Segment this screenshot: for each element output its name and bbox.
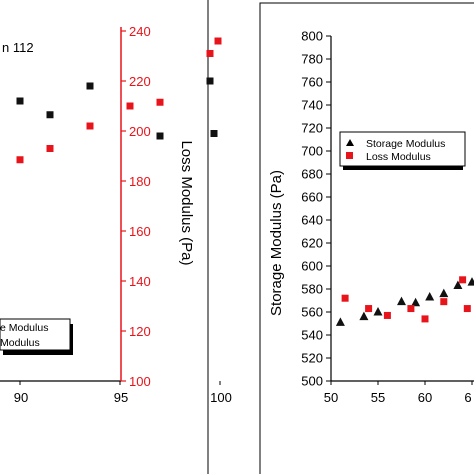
- loss-y-tick-label: 240: [129, 24, 151, 39]
- storage-y-tick-label: 720: [301, 121, 323, 136]
- storage-y-tick-label: 740: [301, 98, 323, 113]
- storage-modulus-point: [373, 307, 383, 316]
- left-x-tick-label: 90: [14, 390, 28, 405]
- right-y-ticks: 500 520 540 560 580 600 620 640 660 680 700 720 740 7…: [301, 29, 331, 389]
- left-legend-entry-2: Modulus: [0, 337, 40, 349]
- loss-modulus-point: [214, 37, 222, 45]
- storage-modulus-point: [16, 97, 24, 105]
- loss-modulus-point: [206, 50, 214, 57]
- storage-modulus-point: [467, 277, 474, 286]
- right-legend-entry-1: Storage Modulus: [366, 138, 445, 150]
- storage-y-tick-label: 600: [301, 259, 323, 274]
- loss-y-tick-label: 200: [129, 124, 151, 139]
- storage-modulus-point: [411, 297, 421, 307]
- right-x-tick-label: 55: [371, 390, 385, 405]
- storage-modulus-point: [425, 292, 435, 301]
- storage-y-tick-label: 700: [301, 144, 323, 159]
- storage-modulus-point: [359, 311, 369, 321]
- loss-y-tick-label: 100: [129, 374, 151, 389]
- right-legend-box: [339, 131, 466, 167]
- storage-modulus-point: [86, 82, 94, 90]
- loss-modulus-point: [156, 98, 164, 106]
- storage-y-tick-label: 520: [301, 351, 323, 366]
- loss-modulus-point: [421, 315, 429, 323]
- left-data-points: [16, 37, 222, 164]
- storage-modulus-point: [397, 296, 406, 306]
- storage-y-tick-label: 800: [301, 29, 323, 44]
- storage-modulus-legend-marker: [346, 139, 354, 146]
- loss-modulus-point: [86, 122, 94, 130]
- loss-modulus-point: [16, 156, 24, 164]
- right-x-tick-label: 50: [324, 390, 338, 405]
- loss-modulus-point: [440, 298, 448, 306]
- storage-modulus-point: [453, 280, 463, 290]
- right-data-points: [335, 276, 474, 326]
- loss-modulus-axis-label: Loss Modulus (Pa): [178, 140, 195, 265]
- right-x-tick-label: 6: [464, 390, 471, 405]
- loss-modulus-point: [459, 276, 467, 284]
- loss-modulus-point: [365, 305, 373, 313]
- loss-modulus-point: [341, 294, 349, 302]
- loss-y-tick-label: 140: [129, 274, 151, 289]
- storage-y-tick-label: 620: [301, 236, 323, 251]
- left-x-ticks: 90 95 100: [14, 381, 232, 405]
- storage-modulus-point: [46, 111, 54, 119]
- right-legend-entry-2: Loss Modulus: [366, 151, 431, 163]
- storage-modulus-point: [335, 317, 345, 326]
- loss-modulus-point: [407, 305, 415, 313]
- loss-modulus-point: [46, 145, 54, 152]
- left-y-ticks: 100 120 140 160 180 200 220 240: [121, 24, 151, 389]
- loss-modulus-point: [383, 311, 391, 319]
- storage-y-tick-label: 560: [301, 305, 323, 320]
- right-legend: Storage Modulus Loss Modulus: [339, 131, 466, 170]
- loss-modulus-point: [126, 102, 134, 110]
- storage-y-tick-label: 660: [301, 190, 323, 205]
- storage-y-tick-label: 780: [301, 52, 323, 67]
- loss-modulus-panel: n 112 Loss Modulus (Pa) 100 120 140 160 180 2…: [0, 0, 232, 474]
- left-panel-title: n 112: [2, 40, 34, 55]
- loss-y-tick-label: 160: [129, 224, 151, 239]
- left-legend: e Modulus Modulus: [0, 318, 73, 355]
- storage-modulus-point: [156, 132, 164, 140]
- left-x-tick-label: 100: [210, 390, 232, 405]
- storage-modulus-axis-label: Storage Modulus (Pa): [268, 170, 285, 316]
- loss-modulus-legend-marker: [346, 152, 353, 159]
- right-x-tick-label: 60: [418, 390, 432, 405]
- right-panel-border: [259, 2, 474, 474]
- storage-modulus-point: [210, 130, 218, 137]
- storage-y-tick-label: 640: [301, 213, 323, 228]
- right-x-ticks: 50 55 60 6: [324, 381, 473, 405]
- storage-y-tick-label: 540: [301, 328, 323, 343]
- storage-y-tick-label: 680: [301, 167, 323, 182]
- loss-modulus-point: [463, 305, 471, 313]
- loss-y-tick-label: 120: [129, 324, 151, 339]
- loss-y-tick-label: 180: [129, 174, 151, 189]
- storage-modulus-panel: Storage Modulus (Pa) 500 520 540 560 580 600 6…: [259, 2, 474, 474]
- storage-y-tick-label: 760: [301, 75, 323, 90]
- left-legend-box: [0, 318, 71, 351]
- storage-modulus-point: [439, 288, 449, 298]
- storage-y-tick-label: 580: [301, 282, 323, 297]
- left-x-tick-label: 95: [114, 390, 128, 405]
- storage-y-tick-label: 500: [301, 374, 323, 389]
- left-legend-entry-1: e Modulus: [0, 322, 48, 334]
- storage-modulus-point: [206, 77, 214, 85]
- loss-y-tick-label: 220: [129, 74, 151, 89]
